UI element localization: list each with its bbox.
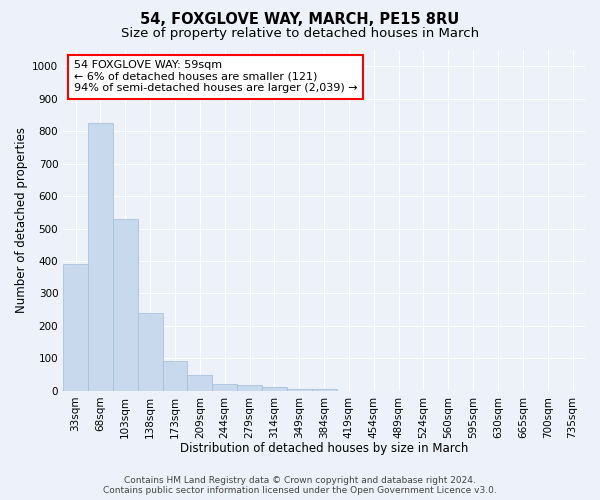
Bar <box>212 384 237 391</box>
Bar <box>187 374 212 391</box>
Bar <box>237 386 262 391</box>
Bar <box>138 313 163 391</box>
Y-axis label: Number of detached properties: Number of detached properties <box>15 128 28 314</box>
Bar <box>262 387 287 391</box>
Text: Contains HM Land Registry data © Crown copyright and database right 2024.
Contai: Contains HM Land Registry data © Crown c… <box>103 476 497 495</box>
Bar <box>88 123 113 391</box>
Bar <box>311 389 337 391</box>
Bar <box>113 219 138 391</box>
Bar <box>63 264 88 391</box>
X-axis label: Distribution of detached houses by size in March: Distribution of detached houses by size … <box>180 442 468 455</box>
Text: 54 FOXGLOVE WAY: 59sqm
← 6% of detached houses are smaller (121)
94% of semi-det: 54 FOXGLOVE WAY: 59sqm ← 6% of detached … <box>74 60 357 94</box>
Text: 54, FOXGLOVE WAY, MARCH, PE15 8RU: 54, FOXGLOVE WAY, MARCH, PE15 8RU <box>140 12 460 28</box>
Bar <box>287 388 311 391</box>
Bar <box>163 360 187 391</box>
Text: Size of property relative to detached houses in March: Size of property relative to detached ho… <box>121 28 479 40</box>
